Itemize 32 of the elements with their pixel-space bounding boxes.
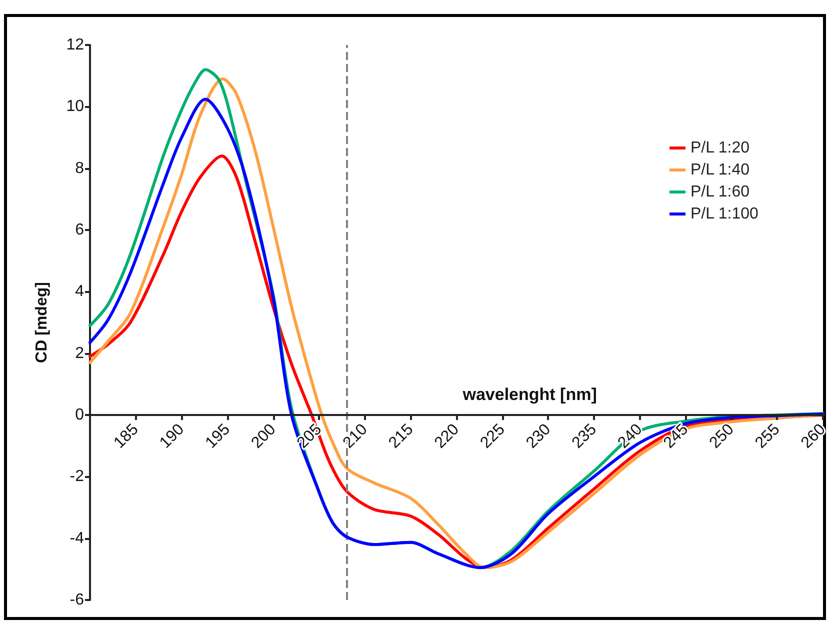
- legend-label: P/L 1:20: [690, 140, 750, 156]
- legend-label: P/L 1:60: [690, 184, 750, 200]
- y-tick-label: 8: [75, 160, 84, 177]
- x-tick-label: 200: [248, 420, 280, 452]
- x-tick-label: 185: [110, 420, 142, 452]
- x-axis-title: wavelenght [nm]: [462, 385, 597, 404]
- x-tick-label: 260: [798, 420, 830, 452]
- x-tick-label: 220: [432, 420, 463, 452]
- x-tick-label: 205: [294, 420, 326, 452]
- x-tick-label: 225: [477, 420, 508, 452]
- x-tick-label: 250: [706, 420, 738, 452]
- x-tick-label: 230: [523, 420, 554, 452]
- x-tick-label: 190: [156, 420, 188, 452]
- y-tick-label: 12: [66, 36, 84, 54]
- y-tick-label: 10: [66, 98, 84, 116]
- y-tick-label: 6: [75, 222, 84, 238]
- y-axis-title: CD [mdeg]: [34, 282, 50, 363]
- x-tick-label: 255: [752, 420, 784, 452]
- x-tick-label: 215: [386, 420, 417, 452]
- y-tick-label: -6: [70, 592, 84, 608]
- legend-label: P/L 1:40: [690, 162, 750, 178]
- x-tick-label: 245: [660, 420, 692, 452]
- y-tick-label: 4: [75, 283, 84, 300]
- x-tick-label: 235: [569, 420, 600, 452]
- legend-label: P/L 1:100: [690, 206, 759, 222]
- x-tick-label: 210: [340, 420, 371, 452]
- y-tick-label: 0: [75, 406, 84, 424]
- y-tick-label: 2: [75, 344, 84, 362]
- x-tick-label: 195: [202, 420, 234, 452]
- x-tick-label: 240: [614, 420, 646, 452]
- y-tick-label: -4: [70, 530, 84, 547]
- y-tick-label: -2: [70, 468, 84, 486]
